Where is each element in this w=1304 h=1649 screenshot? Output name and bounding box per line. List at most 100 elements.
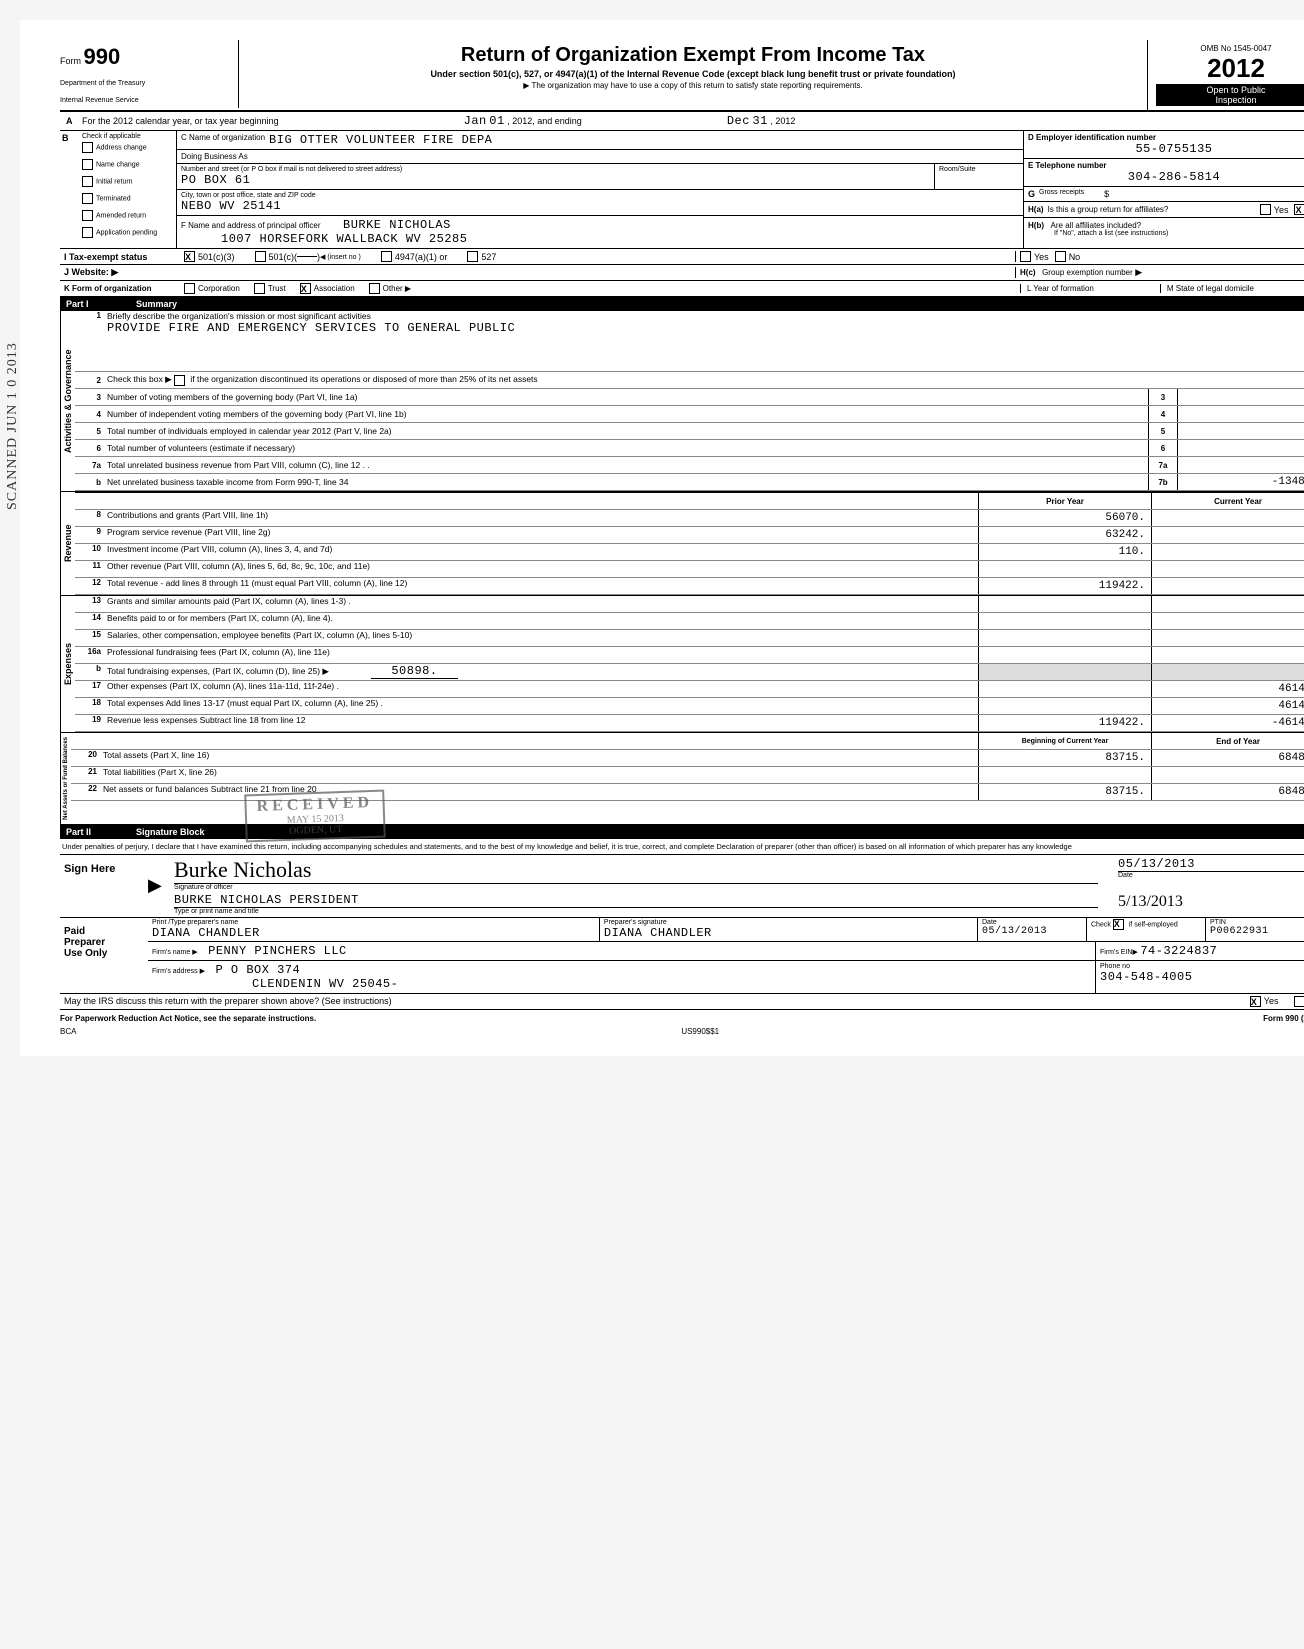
f-label: F Name and address of principal officer [181,221,320,230]
n21-prior [978,767,1151,783]
open-text: Open to Public [1206,85,1265,95]
omb-box: OMB No 1545-0047 2012 Open to Public Ins… [1147,40,1304,110]
chk-other[interactable] [369,283,380,294]
hb-yes-label: Yes [1034,252,1049,262]
chk-501c[interactable] [255,251,266,262]
form-title: Return of Organization Exempt From Incom… [247,44,1139,67]
chk-amended[interactable]: Amended return [82,210,172,221]
expenses-block: Expenses 13Grants and similar amounts pa… [60,596,1304,733]
l1-value: PROVIDE FIRE AND EMERGENCY SERVICES TO G… [107,321,515,335]
l5-text: Total number of individuals employed in … [107,426,1148,436]
check-if-applicable: Check if applicable Address change Name … [78,131,177,248]
prep-h3: Date [982,919,1082,926]
form-title-box: Return of Organization Exempt From Incom… [239,40,1147,94]
part1-label: Part I [66,299,136,309]
part2-label: Part II [66,827,136,837]
l7b-text: Net unrelated business taxable income fr… [107,477,1148,487]
chk-assoc[interactable] [300,283,311,294]
e16b-num: b [75,664,107,680]
type-label: Type or print name and title [174,907,1098,915]
addr-value: PO BOX 61 [181,173,930,187]
hdr-curr: Current Year [1151,493,1304,509]
l4-box: 4 [1148,406,1177,422]
chk-self-employed[interactable] [1113,919,1124,930]
l2-checkbox[interactable] [174,375,185,386]
opt-trust: Trust [268,284,286,293]
chk-terminated[interactable]: Terminated [82,193,172,204]
r9-text: Program service revenue (Part VIII, line… [107,527,978,543]
discuss-no-chk[interactable] [1294,996,1304,1007]
firm-ein: 74-3224837 [1140,944,1217,958]
chk-app-pending[interactable]: Application pending [82,227,172,238]
hb-text: Are all affiliates included? [1051,221,1142,230]
e-label: E Telephone number [1028,161,1304,170]
gov-side-label: Activities & Governance [60,311,75,491]
chk-addr-change[interactable]: Address change [82,142,172,153]
discuss-yes: Yes [1264,996,1279,1006]
l7b-box: 7b [1148,474,1177,490]
rev-side-label: Revenue [60,492,75,595]
chk-527[interactable] [467,251,478,262]
chk-4947[interactable] [381,251,392,262]
l7b-num: b [75,478,107,487]
l4-text: Number of independent voting members of … [107,409,1148,419]
net-hdr-prior: Beginning of Current Year [978,733,1151,749]
e14-curr [1151,613,1304,629]
begin-month: Jan [464,114,487,128]
l3-num: 3 [75,393,107,402]
ha-label: H(a) [1028,205,1044,214]
omb-number: OMB No 1545-0047 [1156,44,1304,53]
e14-text: Benefits paid to or for members (Part IX… [107,613,978,629]
dba-label: Doing Business As [177,150,1023,164]
discuss-yes-chk[interactable] [1250,996,1261,1007]
firm-addr-label: Firm's address ▶ [152,968,205,975]
sign-here-label: Sign Here [60,855,148,917]
r12-num: 12 [75,578,107,594]
check-label: Check if applicable [82,133,172,140]
e14-num: 14 [75,613,107,629]
m-label: M State of legal domicile [1160,284,1260,293]
g-dollar: $ [1104,189,1109,199]
ha-no[interactable] [1294,204,1304,215]
addr-label: Number and street (or P O box if mail is… [181,166,930,173]
l5-val [1177,423,1304,439]
g-text: Gross receipts [1039,189,1084,199]
line-j: J Website: ▶ H(c) Group exemption number… [60,265,1304,281]
d-label: D Employer identification number [1028,133,1304,142]
chk-corp[interactable] [184,283,195,294]
n22-num: 22 [71,784,103,800]
chk-trust[interactable] [254,283,265,294]
form-number: 990 [84,44,121,69]
footer2: BCA US990$$1 [60,1023,1304,1036]
ha-yes[interactable] [1260,204,1271,215]
e18-text: Total expenses Add lines 13-17 (must equ… [107,698,978,714]
r11-prior [978,561,1151,577]
net-assets-block: Net Assets or Fund Balances Beginning of… [60,733,1304,825]
section-b-h: B Check if applicable Address change Nam… [60,131,1304,249]
l7a-box: 7a [1148,457,1177,473]
footer-mid: US990$$1 [681,1027,719,1036]
r11-num: 11 [75,561,107,577]
hb-yes[interactable] [1020,251,1031,262]
city-value: NEBO WV 25141 [181,199,1019,213]
footer: For Paperwork Reduction Act Notice, see … [60,1010,1304,1023]
chk-name-change[interactable]: Name change [82,159,172,170]
hb-no[interactable] [1055,251,1066,262]
end-month: Dec [727,114,750,128]
dept-treasury: Department of the Treasury [60,80,230,87]
e17-text: Other expenses (Part IX, column (A), lin… [107,681,978,697]
officer-signature: Burke Nicholas [174,857,1098,883]
e16b-text: Total fundraising expenses, (Part IX, co… [107,664,978,680]
chk-initial[interactable]: Initial return [82,176,172,187]
e16b-curr [1151,664,1304,680]
r9-curr [1151,527,1304,543]
e15-curr [1151,630,1304,646]
l7b-val: -13486. [1177,474,1304,490]
part1-title: Summary [136,299,177,309]
line-a: A For the 2012 calendar year, or tax yea… [60,112,1304,131]
l3-text: Number of voting members of the governin… [107,392,1148,402]
l7a-val [1177,457,1304,473]
n20-num: 20 [71,750,103,766]
chk-501c3[interactable] [184,251,195,262]
ha-text: Is this a group return for affiliates? [1048,205,1260,214]
